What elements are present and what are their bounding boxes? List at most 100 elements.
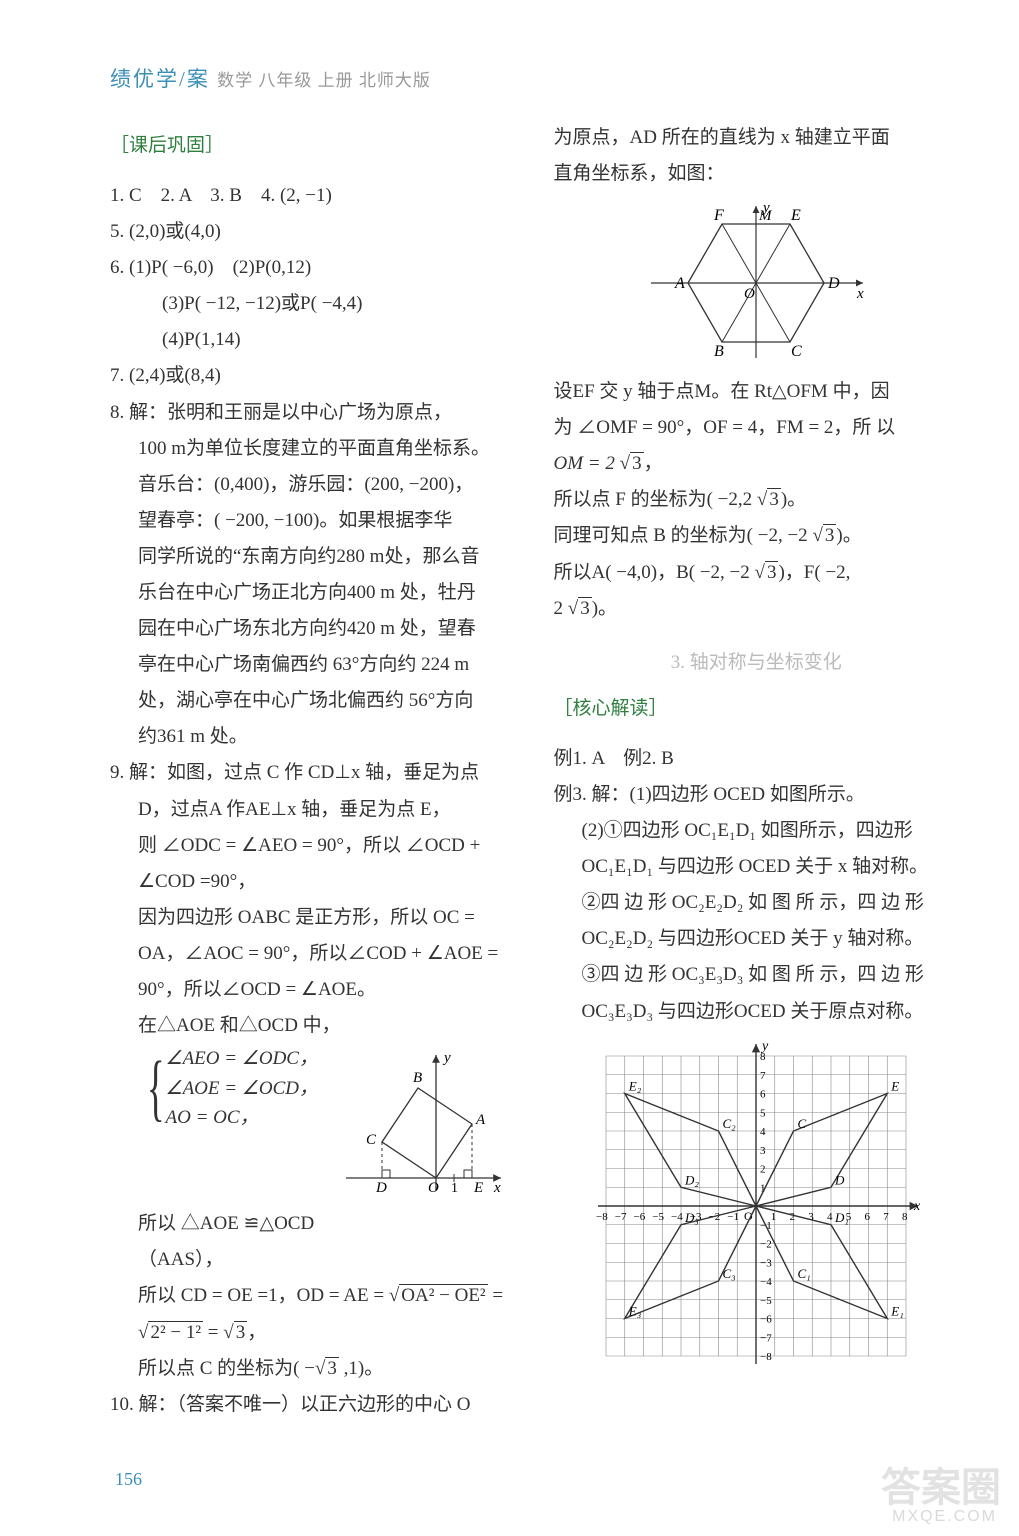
svg-text:−6: −6 [760,1313,772,1325]
ex3g: OC₃E₃D₃ 与四边形OCED 关于原点对称。 [554,994,960,1030]
svg-text:D: D [375,1180,387,1196]
svg-text:D₁: D₁ [834,1209,849,1224]
ans-9i: 所以 △AOE ≌△OCD [110,1206,516,1242]
svg-text:A: A [475,1112,486,1128]
svg-text:−5: −5 [760,1294,772,1306]
svg-text:−4: −4 [760,1276,772,1288]
ans-9d: ∠COD =90°， [110,864,516,900]
svg-text:−2: −2 [760,1238,772,1250]
ans-9m: √2² − 1² = √3， [110,1315,516,1351]
ans-9j: （AAS）， [110,1242,516,1278]
svg-text:A: A [674,275,685,292]
svg-text:2: 2 [790,1211,796,1223]
svg-text:O: O [744,286,755,302]
ans-8e: 同学所说的“东南方向约280 m处，那么音 [110,539,516,575]
ans-6a: 6. (1)P( −6,0) (2)P(0,12) [110,250,516,286]
svg-text:−4: −4 [671,1211,683,1223]
r8: 所以A( −4,0)，B( −2, −2 √3)，F( −2, [554,555,960,591]
ans-8f: 乐台在中心广场正北方向400 m 处，牡丹 [110,575,516,611]
svg-text:2: 2 [760,1163,766,1175]
q9-brace-and-fig: { ∠AEO = ∠ODC， ∠AOE = ∠OCD， AO = OC， y x [110,1044,516,1206]
ex12: 例1. A 例2. B [554,741,960,777]
svg-text:y: y [760,1039,769,1054]
svg-text:7: 7 [884,1211,890,1223]
svg-text:E₂: E₂ [628,1078,642,1093]
svg-text:E₃: E₃ [628,1303,641,1318]
svg-text:E: E [891,1078,900,1093]
brace-line-3: AO = OC， [166,1103,318,1132]
left-brace-icon: { [147,1048,165,1128]
svg-text:6: 6 [760,1088,766,1100]
svg-text:D: D [827,275,840,292]
r9: 2 √3)。 [554,591,960,627]
svg-text:E₁: E₁ [891,1303,904,1318]
r7: 同理可知点 B 的坐标为( −2, −2 √3)。 [554,518,960,554]
svg-text:E: E [473,1180,483,1196]
ans-8b: 100 m为单位长度建立的平面直角坐标系。 [110,431,516,467]
svg-text:y: y [761,200,770,216]
ans-10: 10. 解：（答案不唯一）以正六边形的中心 O [110,1387,516,1423]
svg-text:E: E [790,207,801,224]
ans-8i: 处，湖心亭在中心广场北偏西约 56°方向 [110,683,516,719]
svg-text:D: D [834,1172,845,1187]
svg-text:D₂: D₂ [684,1172,699,1187]
brace-line-2: ∠AOE = ∠OCD， [166,1074,318,1103]
ans-8j: 约361 m 处。 [110,719,516,755]
watermark-url: MXQE.COM [892,1502,997,1532]
ex3f: ③四 边 形 OC₃E₃D₃ 如 图 所 示，四 边 形 [554,957,960,993]
svg-text:C₃: C₃ [723,1266,736,1281]
svg-text:D₃: D₃ [684,1209,699,1224]
ans-5: 5. (2,0)或(4,0) [110,214,516,250]
ans-1-4: 1. C 2. A 3. B 4. (2, −1) [110,178,516,214]
header-sub: 数学 八年级 上册 北师大版 [217,71,431,90]
svg-text:B: B [714,343,724,360]
svg-text:y: y [442,1050,451,1066]
r5: OM = 2 √3， [554,446,960,482]
svg-text:C₁: C₁ [798,1266,811,1281]
svg-text:−8: −8 [760,1351,772,1363]
left-column: ［课后巩固］ 1. C 2. A 3. B 4. (2, −1) 5. (2,0… [110,120,516,1423]
ans-8h: 亭在中心广场南偏西约 63°方向约 224 m [110,647,516,683]
svg-text:6: 6 [865,1211,871,1223]
ans-9h: 在△AOE 和△OCD 中， [110,1008,516,1044]
ans-8d: 望春亭：( −200, −100)。如果根据李华 [110,503,516,539]
svg-text:C₂: C₂ [723,1116,737,1131]
svg-text:C: C [366,1132,377,1148]
svg-text:1: 1 [771,1211,777,1223]
svg-text:x: x [856,286,864,302]
svg-text:x: x [913,1199,921,1214]
svg-text:−6: −6 [634,1211,646,1223]
svg-text:−7: −7 [760,1332,772,1344]
ans-9b: D，过点A 作AE⊥x 轴，垂足为点 E， [110,792,516,828]
hexagon-figure: A F E D C B M O x y [641,198,871,368]
r4: 为 ∠OMF = 90°，OF = 4，FM = 2，所 以 [554,410,960,446]
ans-8c: 音乐台：(0,400)，游乐园：(200, −200)， [110,467,516,503]
ans-9a: 9. 解：如图，过点 C 作 CD⊥x 轴，垂足为点 [110,755,516,791]
ans-8a: 8. 解：张明和王丽是以中心广场为原点， [110,395,516,431]
header-title: 绩优学/案 [110,67,210,91]
core-section-label: ［核心解读］ [554,691,960,727]
svg-text:C: C [798,1116,807,1131]
ans-9f: OA，∠AOC = 90°，所以∠COD + ∠AOE = [110,936,516,972]
square-figure: y x O A B C D E 1 [336,1050,506,1200]
svg-text:5: 5 [760,1107,766,1119]
section-3-title: 3. 轴对称与坐标变化 [554,645,960,681]
ans-9c: 则 ∠ODC = ∠AEO = 90°，所以 ∠OCD + [110,828,516,864]
svg-text:O: O [428,1180,439,1196]
svg-text:3: 3 [809,1211,815,1223]
ans-9k: 所以 CD = OE =1，OD = AE = √OA² − OE² = [110,1278,516,1314]
ans-9e: 因为四边形 OABC 是正方形，所以 OC = [110,900,516,936]
r6: 所以点 F 的坐标为( −2,2 √3)。 [554,482,960,518]
svg-text:4: 4 [827,1211,833,1223]
svg-text:−7: −7 [615,1211,627,1223]
svg-text:B: B [413,1070,422,1086]
section-label: ［课后巩固］ [110,128,516,164]
ex3c: OC₁E₁D₁ 与四边形 OCED 关于 x 轴对称。 [554,849,960,885]
ex3b: (2)①四边形 OC₁E₁D₁ 如图所示，四边形 [554,813,960,849]
svg-text:x: x [493,1180,501,1196]
svg-text:−5: −5 [653,1211,665,1223]
right-column: 为原点，AD 所在的直线为 x 轴建立平面 直角坐标系，如图： A F E D … [554,120,960,1423]
ans-6b: (3)P( −12, −12)或P( −4,4) [110,286,516,322]
svg-text:C: C [791,343,802,360]
r1: 为原点，AD 所在的直线为 x 轴建立平面 [554,120,960,156]
